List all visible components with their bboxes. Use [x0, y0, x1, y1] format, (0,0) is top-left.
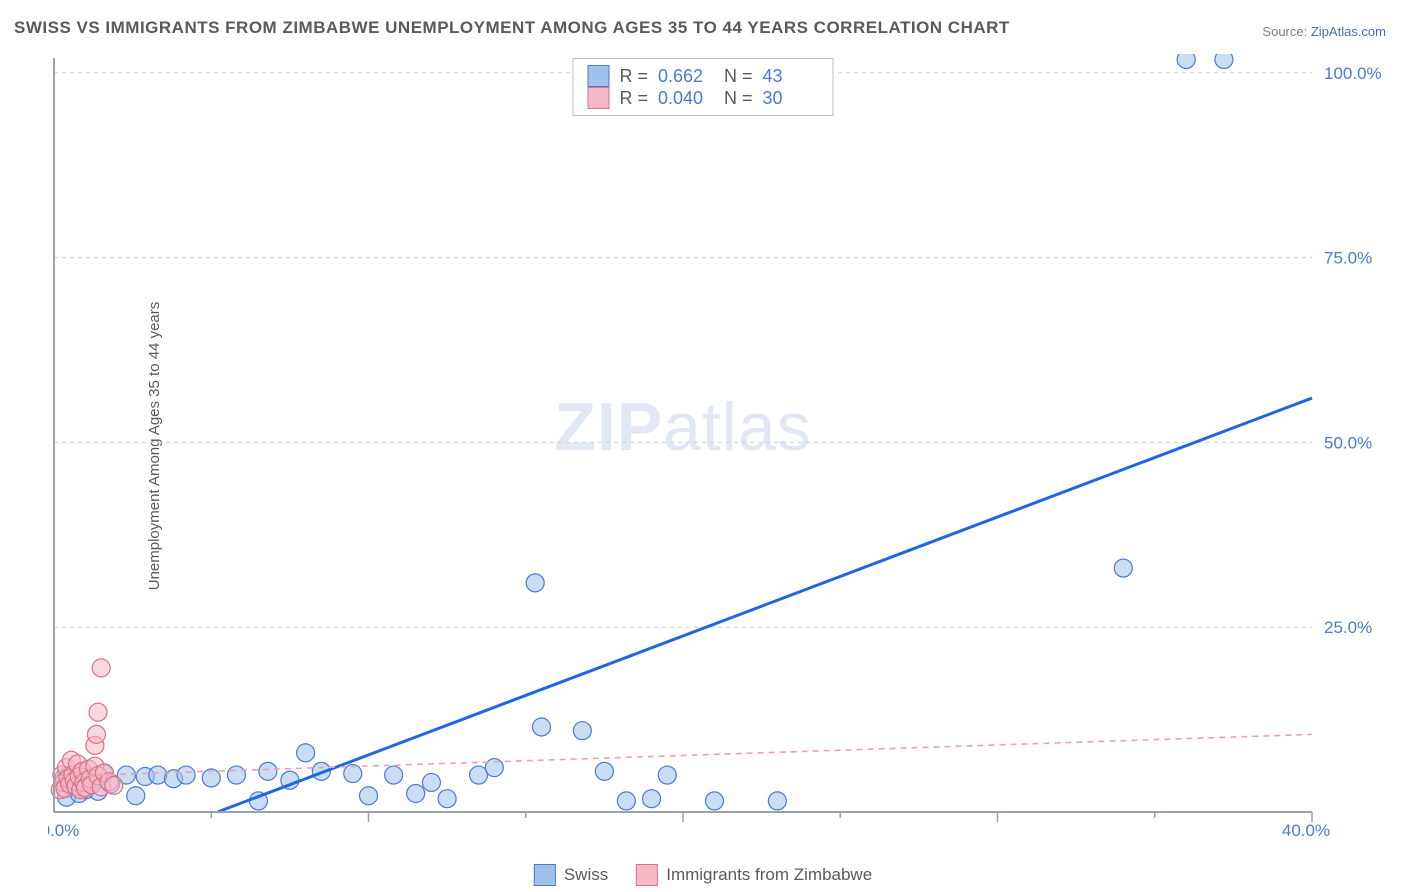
legend-R-value-b: 0.040	[658, 88, 714, 109]
legend-row-series-b: R = 0.040 N = 30	[587, 87, 818, 109]
svg-text:100.0%: 100.0%	[1324, 64, 1382, 83]
chart-container: SWISS VS IMMIGRANTS FROM ZIMBABWE UNEMPL…	[0, 0, 1406, 892]
source-attribution: Source: ZipAtlas.com	[1262, 24, 1386, 39]
scatter-plot-svg: ZIPatlas 0.0% 40.0% 25.0% 50.0% 75.0% 100.0%	[48, 54, 1386, 840]
swatch-series-b-bottom	[636, 864, 658, 886]
swatch-series-a-bottom	[534, 864, 556, 886]
svg-text:ZIPatlas: ZIPatlas	[554, 389, 811, 465]
legend-N-label: N =	[724, 66, 753, 87]
legend-N-value-a: 43	[763, 66, 819, 87]
legend-item-b: Immigrants from Zimbabwe	[636, 864, 872, 886]
source-label: Source:	[1262, 24, 1307, 39]
legend-row-series-a: R = 0.662 N = 43	[587, 65, 818, 87]
svg-text:75.0%: 75.0%	[1324, 249, 1372, 268]
svg-text:0.0%: 0.0%	[48, 821, 79, 840]
legend-label-b: Immigrants from Zimbabwe	[666, 865, 872, 885]
legend-item-a: Swiss	[534, 864, 608, 886]
legend-R-value-a: 0.662	[658, 66, 714, 87]
legend-N-value-b: 30	[763, 88, 819, 109]
chart-title: SWISS VS IMMIGRANTS FROM ZIMBABWE UNEMPL…	[14, 18, 1010, 38]
swatch-series-b	[587, 87, 609, 109]
legend-N-label: N =	[724, 88, 753, 109]
legend-label-a: Swiss	[564, 865, 608, 885]
svg-text:50.0%: 50.0%	[1324, 433, 1372, 452]
svg-text:40.0%: 40.0%	[1282, 821, 1330, 840]
svg-text:25.0%: 25.0%	[1324, 618, 1372, 637]
legend-R-label: R =	[619, 66, 648, 87]
source-link[interactable]: ZipAtlas.com	[1311, 24, 1386, 39]
correlation-legend: R = 0.662 N = 43 R = 0.040 N = 30	[572, 58, 833, 116]
legend-R-label: R =	[619, 88, 648, 109]
series-legend: Swiss Immigrants from Zimbabwe	[534, 864, 872, 886]
plot-area: ZIPatlas 0.0% 40.0% 25.0% 50.0% 75.0% 100.0%	[48, 54, 1386, 840]
swatch-series-a	[587, 65, 609, 87]
